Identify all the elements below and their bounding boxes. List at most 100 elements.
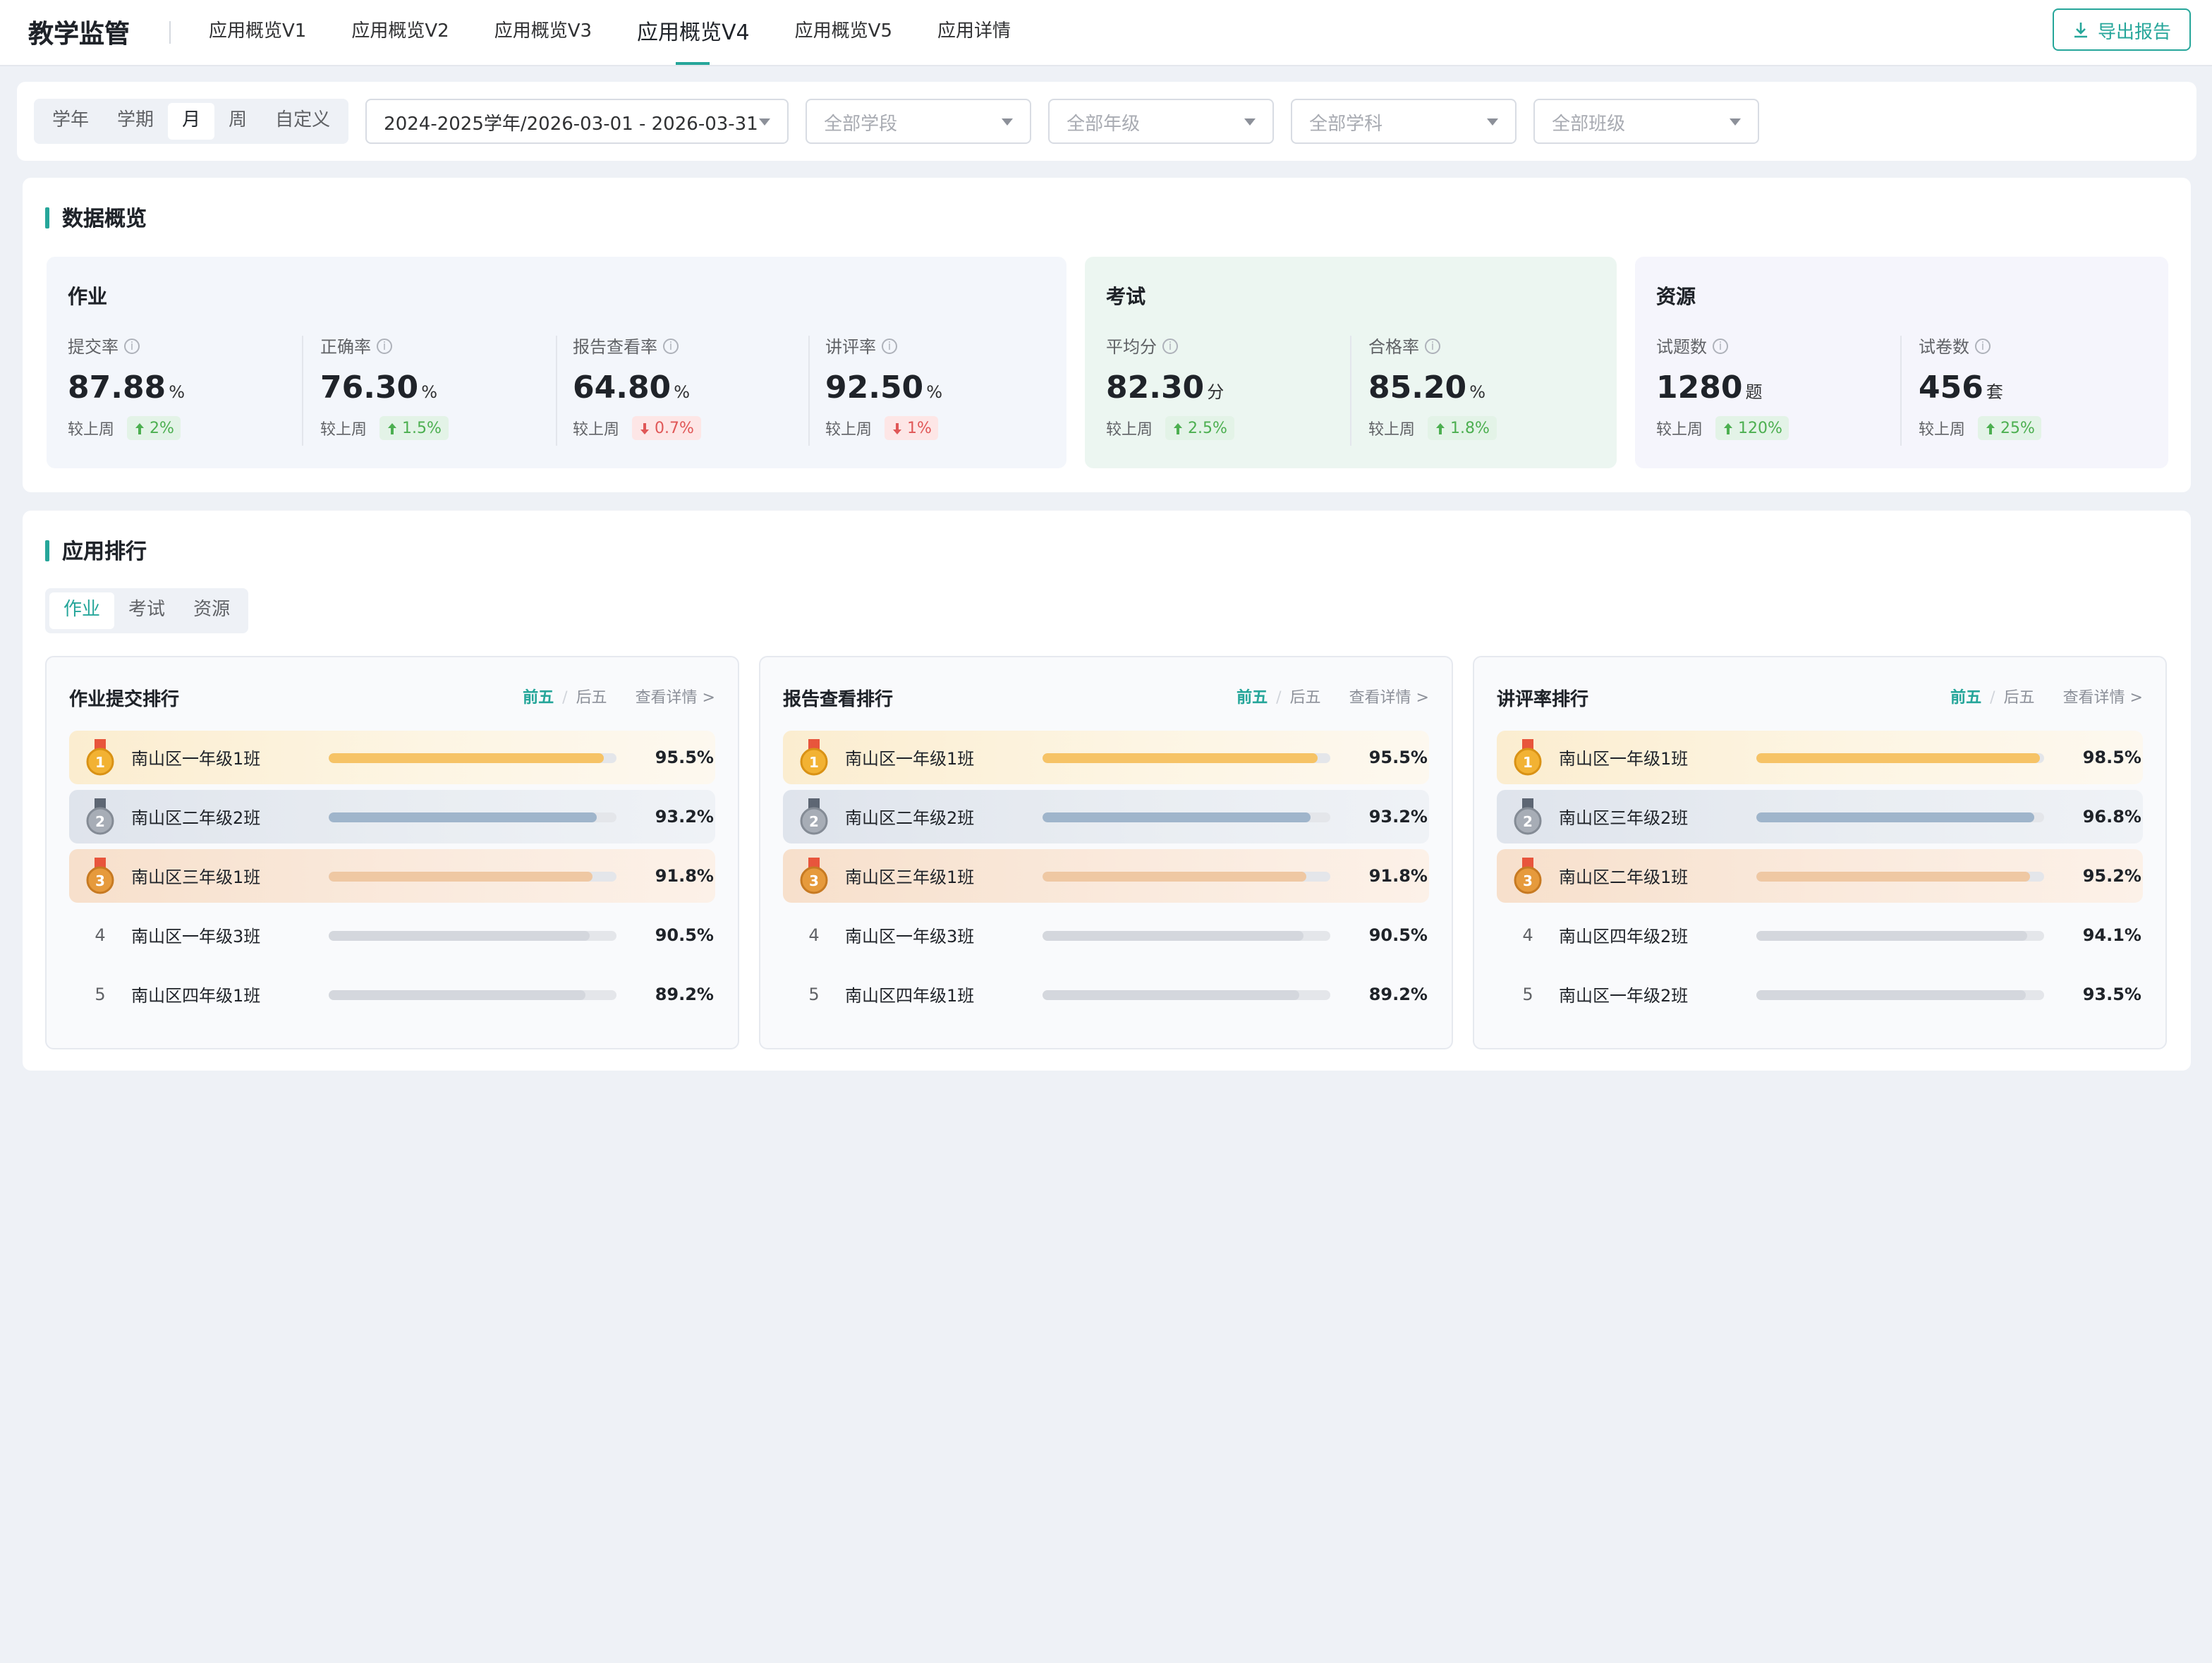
medal-rank: 2 (95, 813, 105, 830)
ranking-row[interactable]: 2 南山区二年级2班 93.2% (69, 790, 715, 843)
ranking-panel: 应用排行 作业 考试 资源 作业提交排行 前五 / 后五 查看详情 > 1 南山… (23, 511, 2191, 1071)
progress-track (329, 871, 616, 881)
rank-badge: 4 (69, 925, 131, 945)
subject-select[interactable]: 全部学科 (1291, 99, 1517, 144)
ranking-row[interactable]: 5 南山区四年级1班 89.2% (783, 968, 1429, 1021)
class-select[interactable]: 全部班级 (1533, 99, 1760, 144)
caret-down-icon (1244, 118, 1256, 125)
info-icon[interactable]: i (377, 339, 393, 354)
metric-paper-count: 试卷数 i 456 套 较上周 25% (1919, 334, 2042, 447)
metric-value: 456 (1919, 371, 1983, 406)
period-option-semester[interactable]: 学期 (117, 110, 154, 131)
view-details-link[interactable]: 查看详情 > (1349, 688, 1429, 707)
info-icon[interactable]: i (1162, 339, 1179, 354)
rank-badge: 4 (783, 925, 845, 945)
metric-unit: 分 (1207, 382, 1224, 402)
tab-resource[interactable]: 资源 (193, 599, 231, 621)
export-report-button[interactable]: 导出报告 (2052, 8, 2191, 51)
top-five-toggle[interactable]: 前五 (1950, 688, 1982, 707)
bottom-five-toggle[interactable]: 后五 (576, 688, 607, 707)
nav-tab-overview-v2[interactable]: 应用概览V2 (351, 21, 449, 42)
class-name: 南山区一年级1班 (845, 748, 975, 768)
medal-icon: 3 (86, 858, 114, 894)
period-option-school-year[interactable]: 学年 (52, 110, 90, 131)
info-icon[interactable]: i (882, 339, 898, 354)
metric-unit: 套 (1986, 382, 2003, 402)
stage-select[interactable]: 全部学段 (806, 99, 1032, 144)
metric-review-rate: 讲评率 i 92.50% 较上周 1% (825, 334, 942, 447)
metric-value: 82.30 (1106, 371, 1205, 406)
period-option-month[interactable]: 月 (168, 103, 215, 140)
nav-tab-overview-v3[interactable]: 应用概览V3 (494, 21, 592, 42)
ranking-row[interactable]: 3 南山区三年级1班 91.8% (69, 849, 715, 903)
progress-fill (329, 871, 593, 881)
info-icon[interactable]: i (1975, 339, 1991, 354)
view-details-link[interactable]: 查看详情 > (635, 688, 715, 707)
bottom-five-toggle[interactable]: 后五 (2003, 688, 2035, 707)
nav-tab-overview-v1[interactable]: 应用概览V1 (209, 21, 307, 42)
progress-track (1756, 812, 2044, 822)
info-icon[interactable]: i (663, 339, 679, 354)
ranking-card-title: 报告查看排行 (783, 690, 894, 711)
medal-rank: 2 (1523, 813, 1533, 830)
grade-select[interactable]: 全部年级 (1048, 99, 1275, 144)
rate-value: 95.2% (2082, 866, 2141, 886)
arrow-up-icon (1436, 422, 1445, 434)
tab-homework[interactable]: 作业 (49, 592, 115, 629)
date-range-select[interactable]: 2024-2025学年/2026-03-01 - 2026-03-31 (365, 99, 789, 144)
view-details-link[interactable]: 查看详情 > (2062, 688, 2143, 707)
ranking-row[interactable]: 4 南山区一年级3班 90.5% (69, 908, 715, 962)
change-value: 0.7% (655, 419, 694, 437)
metric-question-count: 试题数 i 1280 题 较上周 120% (1656, 334, 1789, 447)
stage-value: 全部学段 (824, 114, 898, 135)
rank-number: 5 (808, 985, 820, 1004)
metric-label: 正确率 (320, 337, 372, 357)
info-icon[interactable]: i (1425, 339, 1441, 354)
change-value: 1.5% (402, 419, 442, 437)
ranking-row[interactable]: 1 南山区一年级1班 98.5% (1497, 731, 2143, 784)
progress-fill (1756, 871, 2031, 881)
exam-card: 考试 平均分 i 82.30 分 较上周 2.5% 合格率 i 85.20% 较上周 1.… (1085, 257, 1617, 468)
top-five-toggle[interactable]: 前五 (1236, 688, 1268, 707)
period-option-week[interactable]: 周 (229, 110, 248, 131)
ranking-row[interactable]: 1 南山区一年级1班 95.5% (69, 731, 715, 784)
metric-unit: % (169, 382, 185, 402)
progress-track (1043, 812, 1330, 822)
ranking-card-title: 讲评率排行 (1497, 690, 1589, 711)
homework-card-title: 作业 (68, 286, 107, 309)
ranking-row[interactable]: 4 南山区一年级3班 90.5% (783, 908, 1429, 962)
metric-unit: % (674, 382, 690, 402)
metric-label: 平均分 (1106, 337, 1157, 357)
nav-tab-overview-v5[interactable]: 应用概览V5 (794, 21, 892, 42)
top-five-toggle[interactable]: 前五 (523, 688, 554, 707)
progress-track (329, 930, 616, 940)
period-segmented-control: 学年 学期 月 周 自定义 (34, 99, 349, 144)
ranking-row[interactable]: 2 南山区二年级2班 93.2% (783, 790, 1429, 843)
ranking-row[interactable]: 3 南山区二年级1班 95.2% (1497, 849, 2143, 903)
change-badge: 2.5% (1165, 416, 1234, 440)
toggle-divider: / (1276, 688, 1282, 706)
info-icon[interactable]: i (1713, 339, 1729, 354)
ranking-row[interactable]: 4 南山区四年级2班 94.1% (1497, 908, 2143, 962)
metric-label: 试卷数 (1919, 337, 1970, 357)
nav-tab-app-detail[interactable]: 应用详情 (937, 21, 1011, 42)
ranking-row[interactable]: 3 南山区三年级1班 91.8% (783, 849, 1429, 903)
ranking-row[interactable]: 5 南山区四年级1班 89.2% (69, 968, 715, 1021)
class-name: 南山区二年级1班 (1559, 867, 1689, 887)
tab-exam[interactable]: 考试 (128, 599, 166, 621)
metric-value: 1280 (1656, 371, 1743, 406)
nav-tab-overview-v4[interactable]: 应用概览V4 (614, 0, 772, 65)
ranking-row[interactable]: 2 南山区三年级2班 96.8% (1497, 790, 2143, 843)
ranking-row[interactable]: 1 南山区一年级1班 95.5% (783, 731, 1429, 784)
metric-label: 试题数 (1656, 337, 1708, 357)
period-option-custom[interactable]: 自定义 (275, 110, 331, 131)
arrow-up-icon (388, 422, 396, 434)
info-icon[interactable]: i (124, 339, 140, 354)
change-value: 1% (907, 419, 932, 437)
metric-value: 92.50 (825, 371, 924, 406)
rate-value: 90.5% (655, 925, 714, 945)
metric-unit: % (926, 382, 942, 402)
medal-rank: 1 (95, 754, 105, 771)
ranking-row[interactable]: 5 南山区一年级2班 93.5% (1497, 968, 2143, 1021)
bottom-five-toggle[interactable]: 后五 (1289, 688, 1321, 707)
